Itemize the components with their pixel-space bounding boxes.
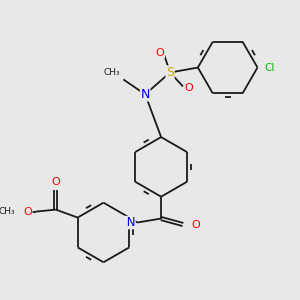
Text: O: O xyxy=(156,48,164,58)
Text: O: O xyxy=(191,220,200,230)
Text: CH₃: CH₃ xyxy=(104,68,120,77)
Text: CH₃: CH₃ xyxy=(0,207,15,216)
Text: O: O xyxy=(184,83,193,93)
Text: N: N xyxy=(140,88,150,101)
Text: O: O xyxy=(51,177,60,187)
Text: O: O xyxy=(23,207,32,217)
Text: H: H xyxy=(128,218,135,227)
Text: N: N xyxy=(123,216,135,229)
Text: Cl: Cl xyxy=(264,62,275,73)
Text: S: S xyxy=(166,66,174,79)
